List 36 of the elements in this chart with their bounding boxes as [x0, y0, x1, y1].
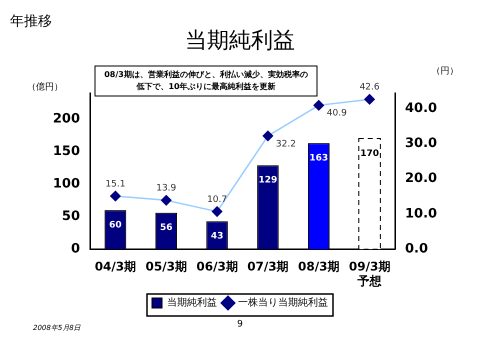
y2-tick-label: 30.0 [405, 136, 438, 152]
y-tick-label: 200 [52, 111, 80, 126]
x-tick-label: 07/3期 [247, 260, 289, 274]
x-tick-label: 09/3期予想 [348, 260, 390, 288]
data-label: 163 [309, 153, 328, 164]
y2-tick-label: 40.0 [405, 100, 438, 116]
data-label: 129 [258, 176, 278, 186]
data-label: 42.6 [360, 82, 380, 93]
x-tick-label: 06/3期 [196, 260, 238, 274]
y2-tick-label: 10.0 [405, 206, 438, 222]
legend-label: 一株当り当期純利益 [238, 296, 328, 309]
x-tick-label: 05/3期 [146, 260, 187, 274]
data-label: 10.7 [207, 194, 228, 205]
data-label: 60 [109, 220, 122, 230]
y2-tick-label: 0.0 [405, 242, 428, 257]
data-label: 43 [210, 232, 224, 242]
text: 08/3期は、営業利益の伸びと、利払い減少、実効税率の低下で、10年ぶりに最高純利益を更新 [104, 69, 308, 92]
data-label: 40.9 [326, 108, 348, 119]
x-tick-label: 04/3期 [94, 260, 136, 274]
text: 年推移 [10, 14, 52, 30]
chart-title: 当期純利益 [185, 28, 295, 54]
y2-axis-title: （円） [432, 66, 458, 76]
data-label: 170 [360, 148, 379, 159]
data-label: 13.9 [156, 184, 177, 194]
y-tick-label: 50 [62, 209, 80, 224]
text: 9 [237, 319, 244, 330]
data-label: 56 [160, 223, 173, 234]
y-tick-label: 100 [52, 176, 80, 192]
legend-label: 当期純利益 [167, 296, 217, 309]
y2-tick-label: 20.0 [405, 171, 438, 186]
x-tick-label: 08/3期 [298, 260, 340, 274]
data-label: 32.2 [276, 139, 296, 150]
y-tick-label: 0 [70, 242, 80, 257]
y-axis-title: （億円） [27, 81, 63, 92]
y-tick-label: 150 [52, 144, 80, 159]
data-label: 15.1 [105, 179, 126, 190]
